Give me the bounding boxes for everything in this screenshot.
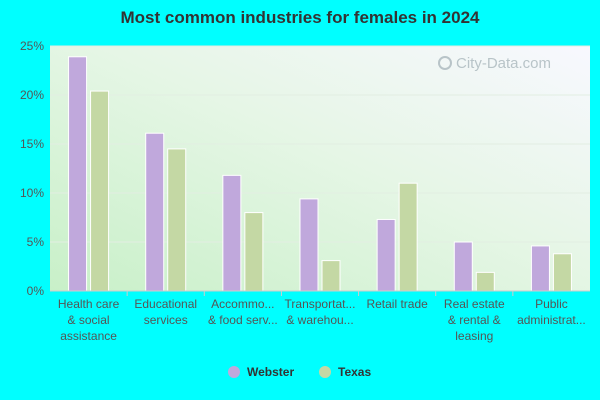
y-tick-label: 15% <box>20 137 44 151</box>
y-tick-label: 5% <box>27 235 45 249</box>
legend-label-texas: Texas <box>338 365 371 379</box>
y-tick-label: 0% <box>27 284 45 298</box>
legend: Webster Texas <box>228 365 371 379</box>
y-tick-label: 25% <box>20 39 44 53</box>
x-category-label: Transportat... & warehou... <box>285 297 356 327</box>
gridlines <box>50 45 590 243</box>
bar-webster-1[interactable] <box>145 132 165 292</box>
bar-texas-5[interactable] <box>475 271 495 292</box>
x-category-label: Real estate & rental & leasing <box>444 297 505 343</box>
bar-webster-4[interactable] <box>376 218 396 292</box>
bar-webster-5[interactable] <box>453 241 473 292</box>
bar-texas-3[interactable] <box>321 260 341 292</box>
bar-texas-6[interactable] <box>552 253 572 292</box>
bar-webster-6[interactable] <box>530 245 550 292</box>
x-axis-categories: Health care & social assistance Educational… <box>58 291 586 343</box>
bar-webster-0[interactable] <box>68 56 88 292</box>
chart-title: Most common industries for females in 20… <box>120 8 480 27</box>
magnifier-icon <box>438 56 452 70</box>
x-category-label: Educational services <box>134 297 197 327</box>
bar-webster-2[interactable] <box>222 174 242 292</box>
bar-texas-2[interactable] <box>244 212 264 292</box>
x-category-label: Public administrat... <box>517 297 586 327</box>
bar-webster-3[interactable] <box>299 198 319 292</box>
watermark: City-Data.com <box>438 55 551 72</box>
legend-swatch-texas <box>319 366 331 378</box>
y-tick-label: 10% <box>20 186 44 200</box>
y-axis-ticks: 0% 5% 10% 15% 20% 25% <box>20 39 44 298</box>
x-category-label: Health care & social assistance <box>58 297 120 343</box>
y-tick-label: 20% <box>20 88 44 102</box>
bar-texas-1[interactable] <box>167 148 187 292</box>
legend-label-webster: Webster <box>247 365 294 379</box>
legend-swatch-webster <box>228 366 240 378</box>
x-category-label: Accommo... & food serv... <box>208 297 278 327</box>
bar-texas-4[interactable] <box>398 182 418 292</box>
x-category-label: Retail trade <box>366 297 428 311</box>
watermark-text: City-Data.com <box>456 55 551 72</box>
plot-area <box>50 46 590 291</box>
bar-texas-0[interactable] <box>90 90 110 292</box>
